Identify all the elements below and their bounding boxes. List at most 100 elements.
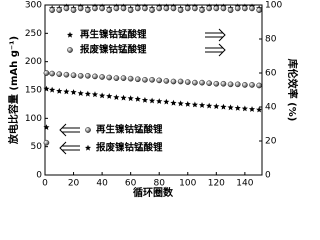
sphere-point [56,71,63,77]
star-point [220,103,227,110]
y2-tick-label: 80 [265,35,277,45]
sphere-point [242,5,248,12]
sphere-point [199,7,205,13]
sphere-point [99,74,105,80]
star-point [120,94,127,101]
sphere-point [227,7,234,13]
star-point [77,90,84,96]
sphere-point [120,75,127,81]
star-point [113,94,120,100]
star-point [177,100,184,107]
legend-label: 再生镍钴锰酸锂 [96,124,163,136]
sphere-point [85,7,91,13]
sphere-point [177,7,184,13]
x-tick-label: 60 [125,179,137,189]
star-point [56,87,63,94]
sphere-point [234,81,241,88]
sphere-point [113,5,120,12]
sphere-point [43,139,50,146]
sphere-point [142,77,148,83]
sphere-point [113,75,120,81]
sphere-point [213,80,220,87]
sphere-point [99,5,105,12]
sphere-point [127,7,134,13]
star-point [84,90,91,97]
legend-label: 再生镍钴锰酸锂 [80,29,147,41]
y-tick-label: 100 [25,114,42,124]
sphere-point [192,79,198,86]
x-tick-label: 80 [153,179,165,189]
sphere-point [192,5,198,12]
sphere-point [220,80,227,87]
star-point [43,85,50,92]
sphere-point [63,71,70,78]
x-tick-label: 40 [96,179,108,189]
y-tick-label: 0 [36,171,42,181]
star-point [43,124,50,130]
star-point [49,86,56,93]
sphere-point [213,5,220,12]
arrows [59,28,226,155]
sphere-point [249,5,255,12]
sphere-point [234,5,241,12]
chart: 循环圈数 放电比容量 (mAh g⁻¹) 库伦效率 (%) 0 20 40 60 80 1… [7,1,299,200]
sphere-point [77,5,84,12]
x-tick-label: 0 [42,179,48,189]
star-point [199,102,206,108]
sphere-point [106,74,113,81]
x-tick-label: 20 [68,179,80,189]
sphere-point [177,78,184,85]
sphere-point [63,5,70,12]
star-point [91,91,98,98]
sphere-point [256,82,262,89]
star-point [149,97,156,104]
sphere-point [149,7,155,13]
sphere-point [49,70,55,77]
star-point [213,103,220,109]
sphere-point [120,5,127,12]
y2-tick-label: 40 [265,103,277,113]
star-point [241,105,248,112]
y2-tick-label: 100 [265,1,282,11]
x-label: 循环圈数 [133,186,174,199]
star-point [184,101,191,107]
star-point [127,95,134,102]
sphere-point [242,82,248,88]
y2-tick-label: 20 [265,137,277,147]
star-point [106,93,113,99]
sphere-point [184,79,191,85]
sphere-point [70,72,77,79]
star-point [141,97,148,103]
star-point [256,106,263,113]
sphere-point [206,80,212,86]
star-point [163,98,170,105]
x-tick-label: 120 [208,179,225,189]
sphere-point [163,5,170,12]
y-tick-label: 150 [25,86,42,96]
sphere-point [134,5,141,12]
sphere-point [149,77,155,83]
sphere-point [249,82,255,88]
sphere-point [43,70,50,76]
y2-tick-label: 0 [265,171,271,181]
star-point [134,95,141,102]
y-label: 放电比容量 (mAh g⁻¹) [7,36,20,145]
sphere-point [163,78,170,84]
star-point [170,99,177,106]
star-point [63,88,70,95]
sphere-point [199,79,205,86]
star-point [206,102,213,109]
y-tick-label: 50 [31,142,43,152]
y-tick-label: 200 [25,57,42,67]
sphere-point [227,81,234,88]
y2-label: 库伦效率 (%) [286,59,299,122]
sphere-point [220,5,227,12]
sphere-point [170,5,177,12]
sphere-point [142,5,148,12]
sphere-point [256,7,262,13]
legend-label: 报废镍钴锰酸锂 [96,142,163,154]
y2-tick-label: 60 [265,69,277,79]
legend-label: 报废镍钴锰酸锂 [80,44,147,56]
sphere-point [134,76,141,83]
x-tick-label: 140 [236,179,253,189]
